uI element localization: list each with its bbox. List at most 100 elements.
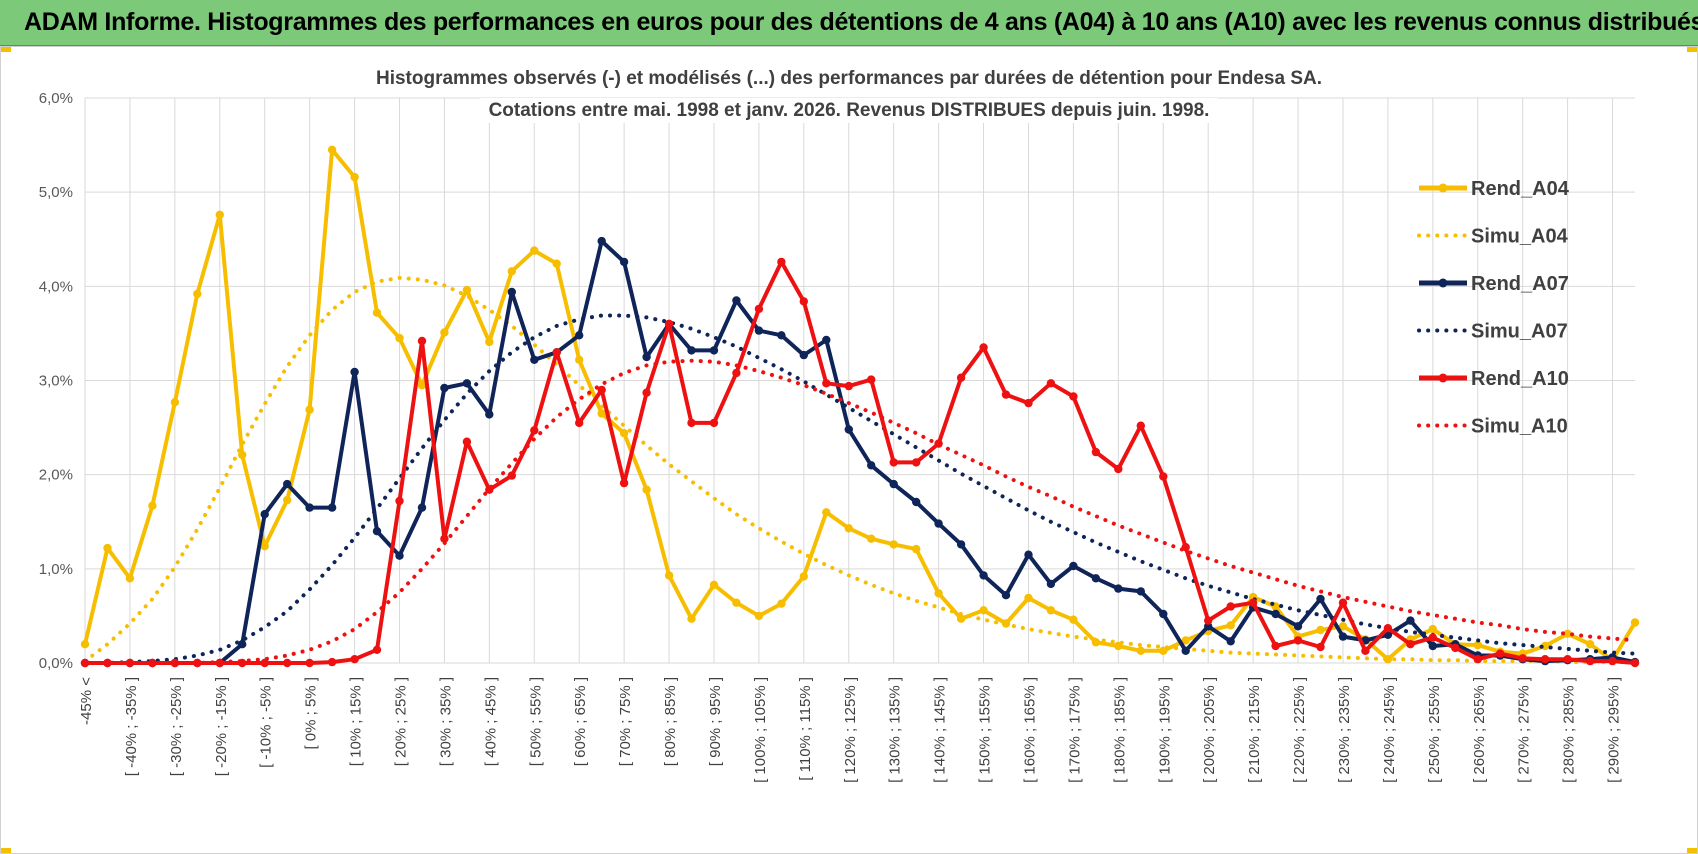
series-line-simu-a07 <box>83 313 1637 665</box>
data-point <box>687 614 696 623</box>
data-point <box>1248 598 1258 607</box>
data-point <box>462 379 472 388</box>
x-tick-label: [ 200% ; 205% ] <box>1201 677 1218 783</box>
data-point <box>597 385 606 395</box>
data-point <box>619 429 629 438</box>
data-point <box>170 398 180 407</box>
x-tick-label: [ 220% ; 225% ] <box>1291 677 1308 783</box>
data-point <box>1091 447 1101 457</box>
data-point <box>1001 390 1011 399</box>
data-point <box>1204 616 1213 625</box>
data-point <box>305 405 314 414</box>
data-point <box>844 425 853 434</box>
data-point <box>1540 655 1550 664</box>
legend-marker <box>1438 278 1448 288</box>
data-point <box>1001 591 1011 600</box>
data-point <box>1630 658 1640 668</box>
legend-marker <box>1438 183 1448 193</box>
data-point <box>395 496 404 506</box>
data-point <box>889 458 898 467</box>
legend-label: Simu_A04 <box>1471 226 1569 248</box>
data-point <box>1316 594 1325 604</box>
x-tick-label: [ 280% ; 285% ] <box>1561 677 1578 783</box>
data-point <box>822 335 831 345</box>
data-point <box>350 655 359 664</box>
data-point <box>1293 622 1303 631</box>
data-point <box>575 331 584 340</box>
y-tick-label: 6,0% <box>39 90 73 107</box>
data-point <box>664 319 674 329</box>
data-point <box>1428 641 1438 651</box>
data-point <box>283 495 292 505</box>
data-point <box>597 409 606 418</box>
legend: Rend_A04 Simu_A04 Rend_A07 Simu_A07 Rend_A10… <box>1417 178 1570 438</box>
data-point <box>327 145 337 154</box>
data-point <box>372 308 382 317</box>
x-tick-label: [ 170% ; 175% ] <box>1066 677 1083 783</box>
data-point <box>1046 606 1056 615</box>
data-point <box>1338 632 1348 641</box>
y-axis-ticks: 0,0% 1,0% 2,0% 3,0% 4,0% 5,0% 6,0% <box>39 90 73 672</box>
data-point <box>1069 615 1078 624</box>
data-point <box>260 658 269 668</box>
data-point <box>1024 550 1033 559</box>
data-point <box>1473 640 1483 650</box>
data-point <box>979 606 988 615</box>
x-tick-label: [ 120% ; 125% ] <box>842 677 859 783</box>
data-point <box>619 257 629 267</box>
y-tick-label: 4,0% <box>39 278 73 295</box>
legend-label: Simu_A07 <box>1471 321 1568 343</box>
data-point <box>867 375 876 384</box>
data-point <box>193 289 202 299</box>
series-lines <box>80 145 1640 668</box>
data-point <box>1181 636 1190 645</box>
data-point <box>912 497 921 507</box>
data-point <box>867 534 876 543</box>
data-point <box>507 287 516 297</box>
x-tick-label: [ -40% ; -35% ] <box>123 677 140 776</box>
data-point <box>956 373 966 382</box>
data-point <box>1406 616 1415 625</box>
legend-label: Rend_A07 <box>1471 273 1569 295</box>
series-line-simu-a04 <box>83 275 1637 665</box>
data-point <box>709 418 719 428</box>
data-point <box>1226 621 1235 630</box>
data-point <box>125 574 135 583</box>
data-point <box>1316 642 1325 652</box>
data-point <box>327 657 337 667</box>
data-point <box>238 450 247 460</box>
y-tick-label: 1,0% <box>39 561 73 578</box>
data-point <box>889 540 898 549</box>
header-banner: ADAM Informe. Histogrammes des performan… <box>0 0 1698 46</box>
data-point <box>1046 379 1056 388</box>
data-point <box>1226 637 1235 646</box>
data-point <box>1316 625 1325 635</box>
title-background <box>480 98 1218 123</box>
data-point <box>1159 646 1168 655</box>
data-point <box>1136 587 1146 596</box>
data-point <box>867 461 876 470</box>
data-point <box>80 640 90 649</box>
data-point <box>1518 654 1527 663</box>
data-point <box>687 346 696 355</box>
y-tick-label: 5,0% <box>39 184 73 201</box>
data-point <box>193 658 202 668</box>
data-point <box>799 297 808 306</box>
corner-marker-bottom-left <box>1 848 11 853</box>
x-tick-label: [ 20% ; 25% ] <box>392 677 409 766</box>
y-tick-label: 0,0% <box>39 655 73 672</box>
x-tick-label: [ 240% ; 245% ] <box>1381 677 1398 783</box>
data-point <box>642 485 651 494</box>
data-point <box>619 478 629 488</box>
data-point <box>934 589 943 598</box>
data-point <box>552 348 561 357</box>
data-point <box>395 551 404 560</box>
y-tick-label: 3,0% <box>39 373 73 390</box>
x-tick-label: [ 290% ; 295% ] <box>1606 677 1623 783</box>
legend-marker <box>1438 373 1448 383</box>
data-point <box>777 331 786 340</box>
data-point <box>1159 609 1168 619</box>
data-point <box>530 246 539 255</box>
data-point <box>238 640 247 649</box>
data-point <box>979 571 988 580</box>
